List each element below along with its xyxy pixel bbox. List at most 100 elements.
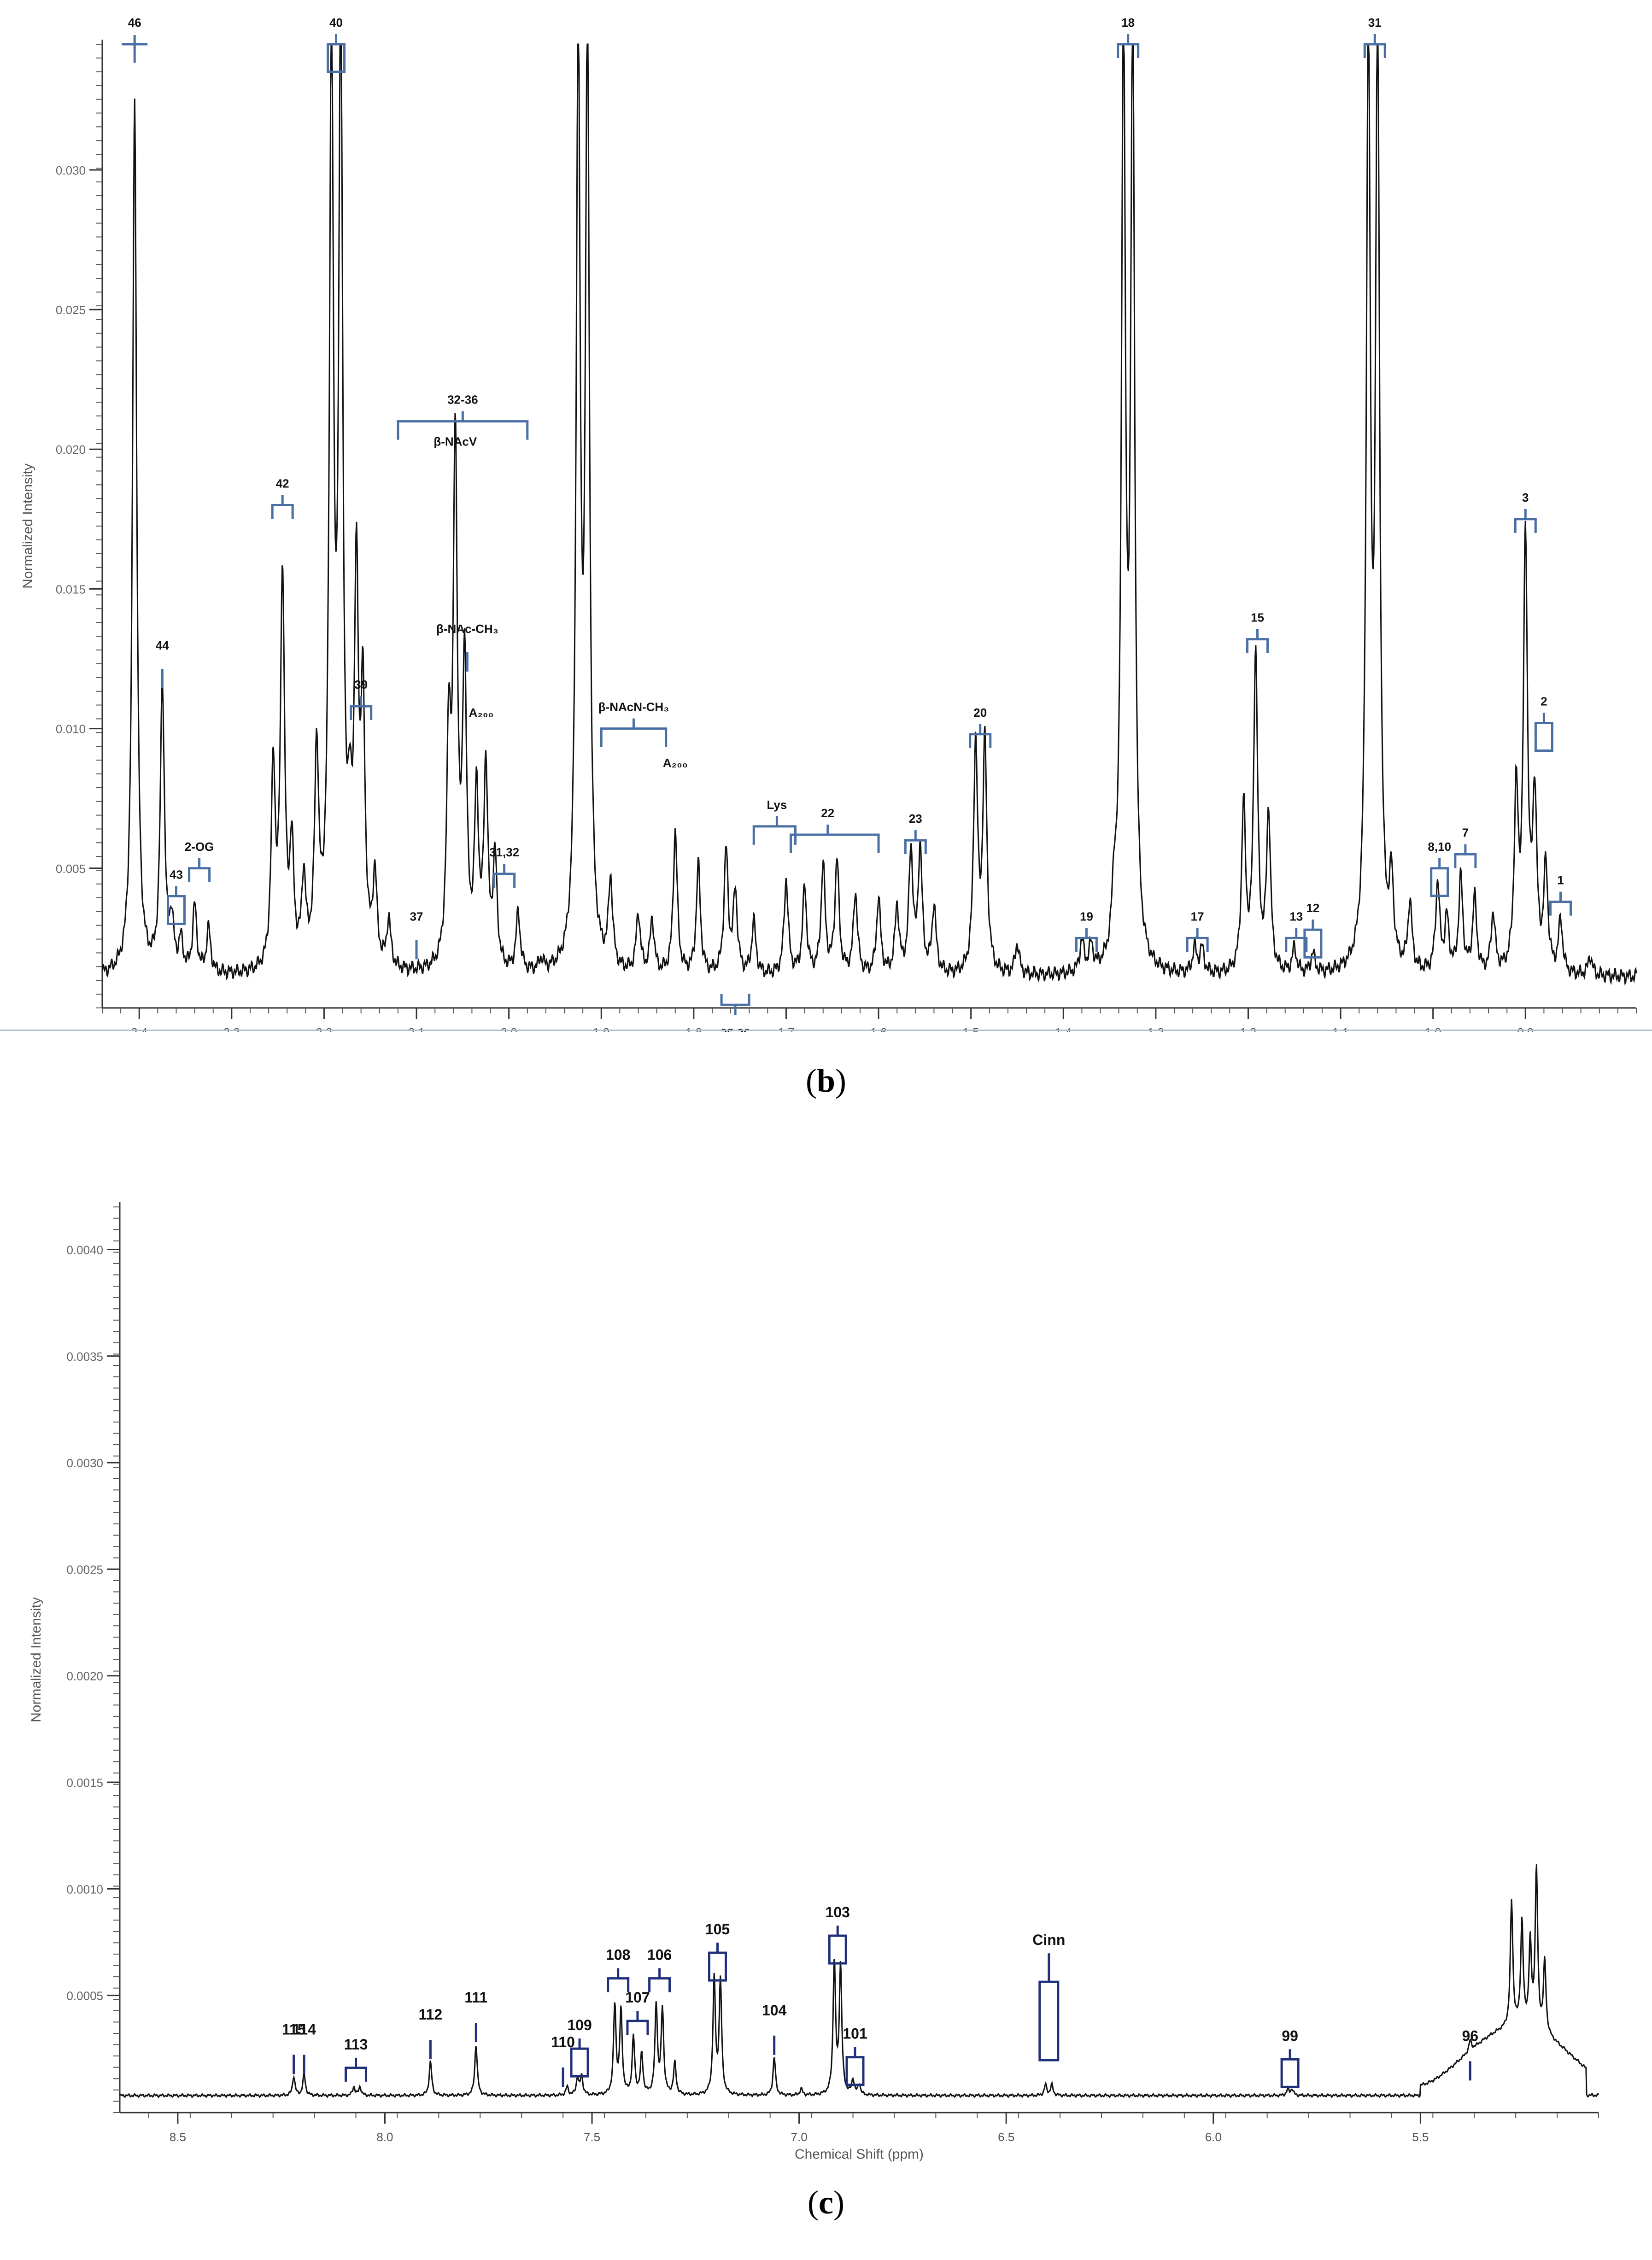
peak-annotation: A₂₀₀	[469, 706, 494, 720]
annotation-bracket	[1280, 2058, 1300, 2088]
annotation-label: 12	[1306, 901, 1319, 915]
peak-annotation: 112	[419, 2006, 443, 2060]
annotation-bracket	[1514, 509, 1537, 533]
annotation-bracket	[570, 2047, 589, 2078]
nmr-spectrum-chart-c: 0.0005 0.0010 0.0015 0.0020 0.0025 0.0030 0.00…	[29, 1202, 1599, 2162]
peak-annotation: 107	[625, 1989, 650, 2035]
annotation-label: A₂₀₀	[663, 756, 688, 770]
y-tick-label: 0.005	[56, 862, 86, 876]
annotation-bracket	[828, 1934, 847, 1965]
annotation-label: 39	[354, 678, 368, 691]
annotation-bracket	[397, 411, 529, 440]
annotation-bracket	[708, 1951, 727, 1982]
y-tick-label: 0.0035	[66, 1350, 103, 1364]
y-axis-label: Normalized Intensity	[29, 1597, 44, 1722]
x-tick-label: 8.0	[376, 2130, 393, 2144]
annotation-label: 112	[419, 2006, 443, 2023]
annotation-label: 3	[1522, 491, 1529, 504]
peak-annotation: 31	[1363, 16, 1386, 58]
annotation-bracket	[345, 2057, 368, 2082]
annotation-label: β-NAcN-CH₃	[598, 700, 669, 714]
annotation-label: 111	[464, 1989, 487, 2006]
peak-annotation: 32-36	[397, 393, 529, 440]
annotation-label: 8,10	[1428, 840, 1451, 854]
annotation-label: 96	[1462, 2027, 1478, 2044]
peak-annotation: 108	[606, 1947, 630, 1992]
peak-annotation: Cinn	[1032, 1932, 1065, 2061]
annotation-bracket	[600, 718, 668, 747]
y-tick-label: 0.0010	[66, 1882, 103, 1896]
y-tick-label: 0.0025	[66, 1563, 103, 1576]
x-tick-label: 8.5	[170, 2130, 186, 2144]
peak-annotation: 96	[1462, 2027, 1478, 2081]
peak-annotation: 40	[327, 16, 346, 73]
spectrum-trace	[119, 1864, 1599, 2098]
annotation-label: 105	[705, 1921, 730, 1938]
peak-annotation: 13	[1285, 909, 1308, 952]
peak-annotation: 105	[705, 1921, 730, 1982]
annotation-label: 31	[1368, 16, 1382, 29]
peak-annotation: 43	[166, 867, 186, 925]
peak-annotation: β-NAcN-CH₃	[598, 700, 669, 747]
annotation-label: 115	[282, 2021, 306, 2038]
annotation-label: Cinn	[1032, 1932, 1065, 1948]
annotation-bracket	[1549, 891, 1572, 916]
annotation-label: 7	[1462, 826, 1469, 839]
peak-annotation: 101	[843, 2026, 867, 2086]
peak-annotation: 12	[1303, 901, 1323, 959]
panel-letter-c: c	[819, 2184, 833, 2221]
x-tick-label: 6.0	[1205, 2130, 1222, 2144]
annotation-bracket	[1246, 629, 1269, 653]
annotation-bracket	[720, 994, 750, 1015]
annotation-bracket	[1285, 928, 1308, 952]
y-axis-label: Normalized Intensity	[20, 463, 35, 589]
peak-annotation: β-NAc-CH₃	[436, 622, 498, 672]
y-tick-label: 0.025	[56, 303, 86, 317]
annotation-label: 107	[625, 1989, 650, 2006]
y-tick-label: 0.020	[56, 443, 86, 457]
annotation-bracket	[626, 2011, 649, 2035]
peak-annotation: 115	[282, 2021, 306, 2074]
peak-annotation: 99	[1280, 2027, 1300, 2088]
annotation-label: 103	[826, 1904, 850, 1920]
annotation-bracket	[271, 495, 294, 519]
y-tick-label: 0.0040	[66, 1243, 103, 1257]
annotation-bracket	[969, 724, 992, 748]
peak-annotation: 7	[1454, 826, 1477, 868]
annotation-label: 37	[410, 909, 423, 923]
annotation-label: β-NAc-CH₃	[436, 622, 498, 636]
annotation-label: 114	[292, 2021, 316, 2038]
annotation-label: 40	[329, 16, 343, 29]
panel-letter-b: b	[816, 1062, 836, 1099]
annotation-bracket	[188, 858, 211, 882]
annotation-bracket	[1075, 928, 1098, 952]
peak-annotation: 109	[567, 2017, 592, 2078]
annotation-label: 25,26	[721, 1026, 750, 1032]
annotation-label: 99	[1282, 2027, 1298, 2044]
annotation-label: 32-36	[447, 393, 478, 407]
panel-caption-c: (c)	[808, 2184, 844, 2221]
x-tick-label: 5.5	[1412, 2130, 1429, 2144]
annotation-label: 15	[1251, 611, 1264, 625]
peak-annotation: 2	[1534, 694, 1553, 752]
annotation-label: 2-OG	[185, 840, 214, 854]
annotation-label: 20	[973, 706, 987, 720]
annotation-label: 1	[1557, 873, 1564, 887]
annotation-bracket	[1038, 1980, 1060, 2061]
x-tick-label: 6.5	[998, 2130, 1014, 2144]
panel-b-spectrum: 0.0050.0100.0150.0200.0250.0302.42.32.22…	[0, 0, 1652, 1073]
annotation-bracket	[1430, 867, 1449, 897]
annotation-label: 113	[344, 2036, 368, 2053]
y-tick-label: 0.0030	[66, 1456, 103, 1470]
annotation-label: 13	[1289, 909, 1303, 923]
peak-annotation: 111	[464, 1989, 487, 2043]
peak-annotation: 106	[647, 1947, 672, 1992]
peak-annotation: 23	[904, 812, 927, 855]
annotation-bracket	[1454, 844, 1477, 868]
annotation-label: 43	[170, 867, 183, 881]
x-tick-label: 7.0	[791, 2130, 808, 2144]
annotation-bracket	[904, 830, 927, 855]
annotation-label: 31,32	[489, 845, 519, 859]
y-tick-label: 0.010	[56, 722, 86, 736]
peak-annotation: 3	[1514, 491, 1537, 533]
